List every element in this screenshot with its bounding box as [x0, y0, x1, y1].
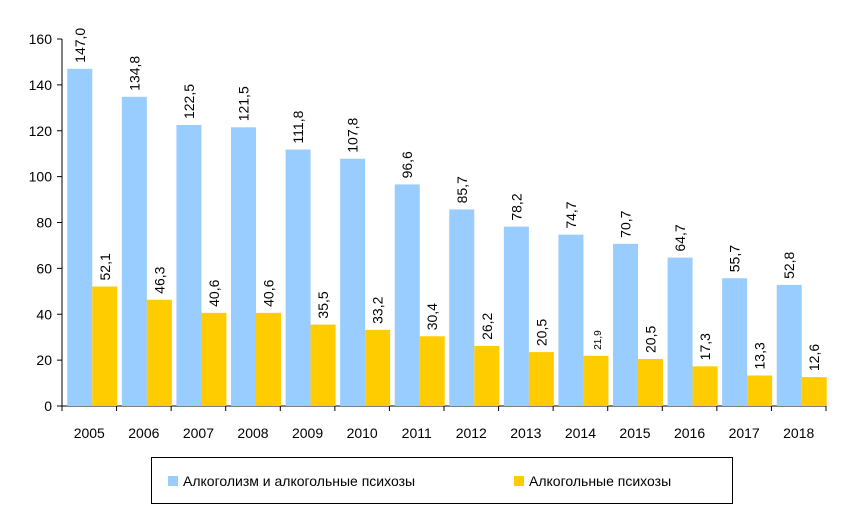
- data-label: 12,6: [806, 344, 822, 371]
- x-tick-label: 2011: [402, 425, 432, 441]
- data-label: 107,8: [345, 117, 361, 152]
- legend-swatch-psychoses: [514, 476, 524, 486]
- bar-psychoses: [692, 366, 718, 406]
- bar-psychoses: [583, 355, 609, 406]
- bar-psychoses: [801, 377, 827, 406]
- bar-total: [176, 125, 202, 406]
- data-label: 85,7: [454, 176, 470, 203]
- x-tick-label: 2015: [619, 425, 650, 441]
- bar-psychoses: [638, 358, 663, 406]
- x-tick-label: 2006: [128, 425, 159, 441]
- y-tick-label: 160: [29, 31, 53, 47]
- data-label: 33,2: [370, 296, 386, 323]
- data-label: 96,6: [399, 151, 415, 178]
- data-label: 35,5: [315, 291, 331, 318]
- data-label: 111,8: [290, 110, 306, 143]
- x-tick-label: 2010: [347, 425, 378, 441]
- data-label: 70,7: [618, 210, 634, 237]
- bar-psychoses: [474, 345, 500, 406]
- bar-psychoses: [92, 286, 118, 406]
- data-label: 55,7: [727, 245, 743, 272]
- data-label: 40,6: [206, 279, 222, 306]
- data-label: 64,7: [672, 224, 688, 251]
- y-tick-label: 20: [36, 352, 52, 368]
- legend: Алкоголизм и алкогольные психозы Алкогол…: [151, 457, 733, 504]
- y-tick-label: 40: [36, 306, 52, 322]
- bar-psychoses: [747, 375, 773, 406]
- y-tick-label: 140: [29, 77, 53, 93]
- data-label: 17,3: [697, 333, 713, 360]
- data-label: 26,2: [479, 312, 495, 339]
- legend-label-total: Алкоголизм и алкогольные психозы: [183, 473, 416, 489]
- bar-total: [776, 284, 802, 406]
- data-label: 134,8: [126, 56, 142, 91]
- data-label: 78,2: [508, 193, 524, 220]
- data-label: 147,0: [72, 28, 88, 63]
- bar-psychoses: [365, 329, 391, 406]
- data-label: 30,4: [424, 303, 440, 330]
- data-label: 121,5: [236, 86, 252, 121]
- bar-psychoses: [256, 312, 281, 406]
- legend-swatch-total: [168, 476, 178, 486]
- bar-total: [285, 149, 311, 406]
- y-tick-label: 60: [36, 260, 52, 276]
- bar-total: [449, 209, 475, 406]
- data-label: 52,8: [781, 251, 797, 278]
- x-tick-label: 2017: [729, 425, 760, 441]
- y-tick-label: 120: [29, 123, 53, 139]
- y-tick-label: 100: [29, 169, 53, 185]
- x-tick-label: 2018: [783, 425, 814, 441]
- x-tick-label: 2013: [510, 425, 541, 441]
- data-label: 21,9: [593, 330, 604, 350]
- y-tick-label: 80: [36, 215, 52, 231]
- bar-psychoses: [146, 299, 172, 406]
- y-tick-label: 0: [44, 398, 52, 414]
- x-tick-label: 2014: [565, 425, 596, 441]
- bar-total: [121, 96, 147, 407]
- data-label: 122,5: [181, 84, 197, 119]
- bar-psychoses: [310, 324, 336, 406]
- data-label: 13,3: [752, 342, 768, 369]
- x-tick-label: 2005: [74, 425, 105, 441]
- legend-item-psychoses: Алкогольные психозы: [514, 473, 671, 489]
- legend-item-total: Алкоголизм и алкогольные психозы: [168, 473, 415, 489]
- bar-total: [231, 127, 256, 406]
- bar-total: [722, 278, 748, 406]
- x-tick-label: 2009: [292, 425, 323, 441]
- data-label: 46,3: [151, 266, 167, 293]
- x-tick-label: 2008: [237, 425, 268, 441]
- data-label: 20,5: [533, 319, 549, 346]
- legend-label-psychoses: Алкогольные психозы: [529, 473, 672, 489]
- x-tick-label: 2012: [456, 425, 487, 441]
- bar-total: [613, 243, 638, 406]
- bar-total: [67, 68, 93, 406]
- bar-total: [503, 226, 529, 406]
- bar-total: [558, 234, 584, 406]
- data-label: 20,5: [643, 326, 659, 353]
- x-tick-label: 2016: [674, 425, 705, 441]
- bar-total: [394, 184, 420, 406]
- data-label: 74,7: [563, 201, 579, 228]
- bar-psychoses: [419, 336, 445, 406]
- bar-total: [340, 158, 366, 406]
- data-label: 40,6: [261, 279, 277, 306]
- bar-total: [667, 257, 693, 406]
- data-label: 52,1: [97, 253, 113, 280]
- bar-psychoses: [201, 312, 227, 406]
- x-tick-label: 2007: [183, 425, 214, 441]
- bar-psychoses: [528, 352, 554, 406]
